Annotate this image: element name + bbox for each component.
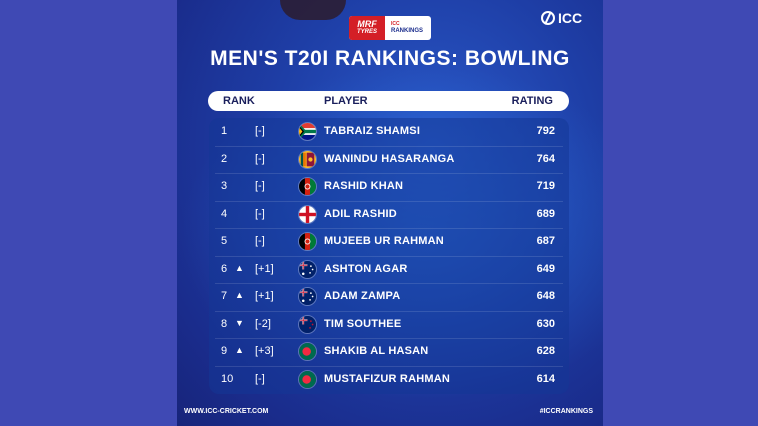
cricket-ball-icon [541,11,555,25]
row-divider [215,145,563,147]
rank-change-arrow-icon: ▲ [235,345,244,355]
footer-website: WWW.ICC-CRICKET.COM [184,408,269,415]
table-row: 10 [-] MUSTAFIZUR RAHMAN 614 [209,366,569,394]
mrf-text: MRF [357,19,377,29]
rank-change: [-] [255,235,265,247]
sponsor-badge: MRF TYRES ICC RANKINGS [349,16,431,40]
player-name: RASHID KHAN [324,180,404,192]
player-rating: 792 [536,125,555,137]
player-name: ADAM ZAMPA [324,290,401,302]
player-name: MUJEEB UR RAHMAN [324,235,444,247]
table-header: RANK PLAYER RATING [208,91,569,111]
player-rating: 648 [536,290,555,302]
rank-position: 1 [221,125,228,137]
rank-change: [-] [255,372,265,385]
za-flag-icon [298,122,317,141]
row-divider [215,310,563,312]
rank-change: [-] [255,180,265,192]
rank-change: [+1] [255,262,274,275]
af-flag-icon [298,232,317,251]
table-row: 3 [-] RASHID KHAN 719 [209,173,569,201]
row-divider [215,173,563,174]
rank-change: [-] [255,152,265,165]
rankings-text: RANKINGS [391,28,424,34]
icc-logo: ICC [541,10,582,26]
lk-flag-icon [298,149,317,169]
player-photo [280,0,346,20]
table-row: 2 [-] WANINDU HASARANGA 764 [209,146,569,174]
table-row: 6 ▲ [+1] ASHTON AGAR 649 [209,256,569,284]
player-rating: 630 [536,317,555,330]
rank-position: 8 [221,317,228,330]
player-rating: 649 [536,262,555,275]
au-flag-icon [298,287,317,306]
rank-position: 6 [221,262,228,275]
player-name: SHAKIB AL HASAN [324,345,429,357]
rank-position: 3 [221,180,228,192]
table-row: 1 [-] TABRAIZ SHAMSI 792 [209,118,569,146]
rank-position: 10 [221,372,234,385]
table-row: 7 ▲ [+1] ADAM ZAMPA 648 [209,283,569,311]
au-flag-icon [298,259,317,279]
player-rating: 614 [536,372,555,385]
table-row: 5 [-] MUJEEB UR RAHMAN 687 [209,228,569,256]
rank-position: 9 [221,345,228,357]
icc-rankings-logo: ICC RANKINGS [385,21,431,35]
rank-position: 5 [221,235,228,247]
rankings-card: MRF TYRES ICC RANKINGS ICC MEN'S T20I RA… [177,0,603,426]
row-divider [215,255,563,257]
nz-flag-icon [298,314,317,334]
page-title: MEN'S T20I RANKINGS: BOWLING [210,47,570,70]
table-row: 4 [-] ADIL RASHID 689 [209,201,569,229]
rank-change-arrow-icon: ▲ [235,290,244,300]
bd-flag-icon [298,369,317,389]
en-flag-icon [298,204,317,224]
header-rank: RANK [223,95,255,107]
player-name: TIM SOUTHEE [324,317,402,330]
rank-change-arrow-icon: ▲ [235,262,244,273]
rank-change: [-2] [255,317,271,330]
mrf-logo: MRF TYRES [349,16,385,40]
rank-change: [-] [255,207,265,220]
table-row: 9 ▲ [+3] SHAKIB AL HASAN 628 [209,338,569,366]
player-rating: 719 [536,180,555,192]
tyres-text: TYRES [356,29,377,35]
rank-position: 7 [221,290,228,302]
rank-position: 2 [221,152,228,165]
rankings-icc-text: ICC [391,21,400,27]
rankings-table: 1 [-] TABRAIZ SHAMSI 792 2 [-] WANINDU H… [209,118,569,394]
bd-flag-icon [298,342,317,361]
rank-change: [-] [255,125,265,137]
row-divider [215,338,563,339]
player-rating: 628 [536,345,555,357]
rank-change: [+1] [255,290,274,302]
header-rating: RATING [511,95,553,107]
player-rating: 764 [536,152,555,165]
player-name: ADIL RASHID [324,207,397,220]
icc-text: ICC [558,10,583,26]
player-rating: 687 [536,235,555,247]
player-name: TABRAIZ SHAMSI [324,125,421,137]
af-flag-icon [298,177,317,196]
player-name: ASHTON AGAR [324,262,408,275]
player-rating: 689 [536,207,555,220]
player-name: MUSTAFIZUR RAHMAN [324,372,451,385]
rank-change: [+3] [255,345,274,357]
header-player: PLAYER [324,95,368,107]
row-divider [215,228,563,229]
table-row: 8 ▼ [-2] TIM SOUTHEE 630 [209,311,569,339]
rank-change-arrow-icon: ▼ [235,317,244,328]
player-name: WANINDU HASARANGA [324,152,455,165]
footer-hashtag: #ICCRANKINGS [539,408,593,415]
row-divider [215,365,563,367]
rank-position: 4 [221,207,228,220]
row-divider [215,200,563,202]
row-divider [215,283,563,284]
